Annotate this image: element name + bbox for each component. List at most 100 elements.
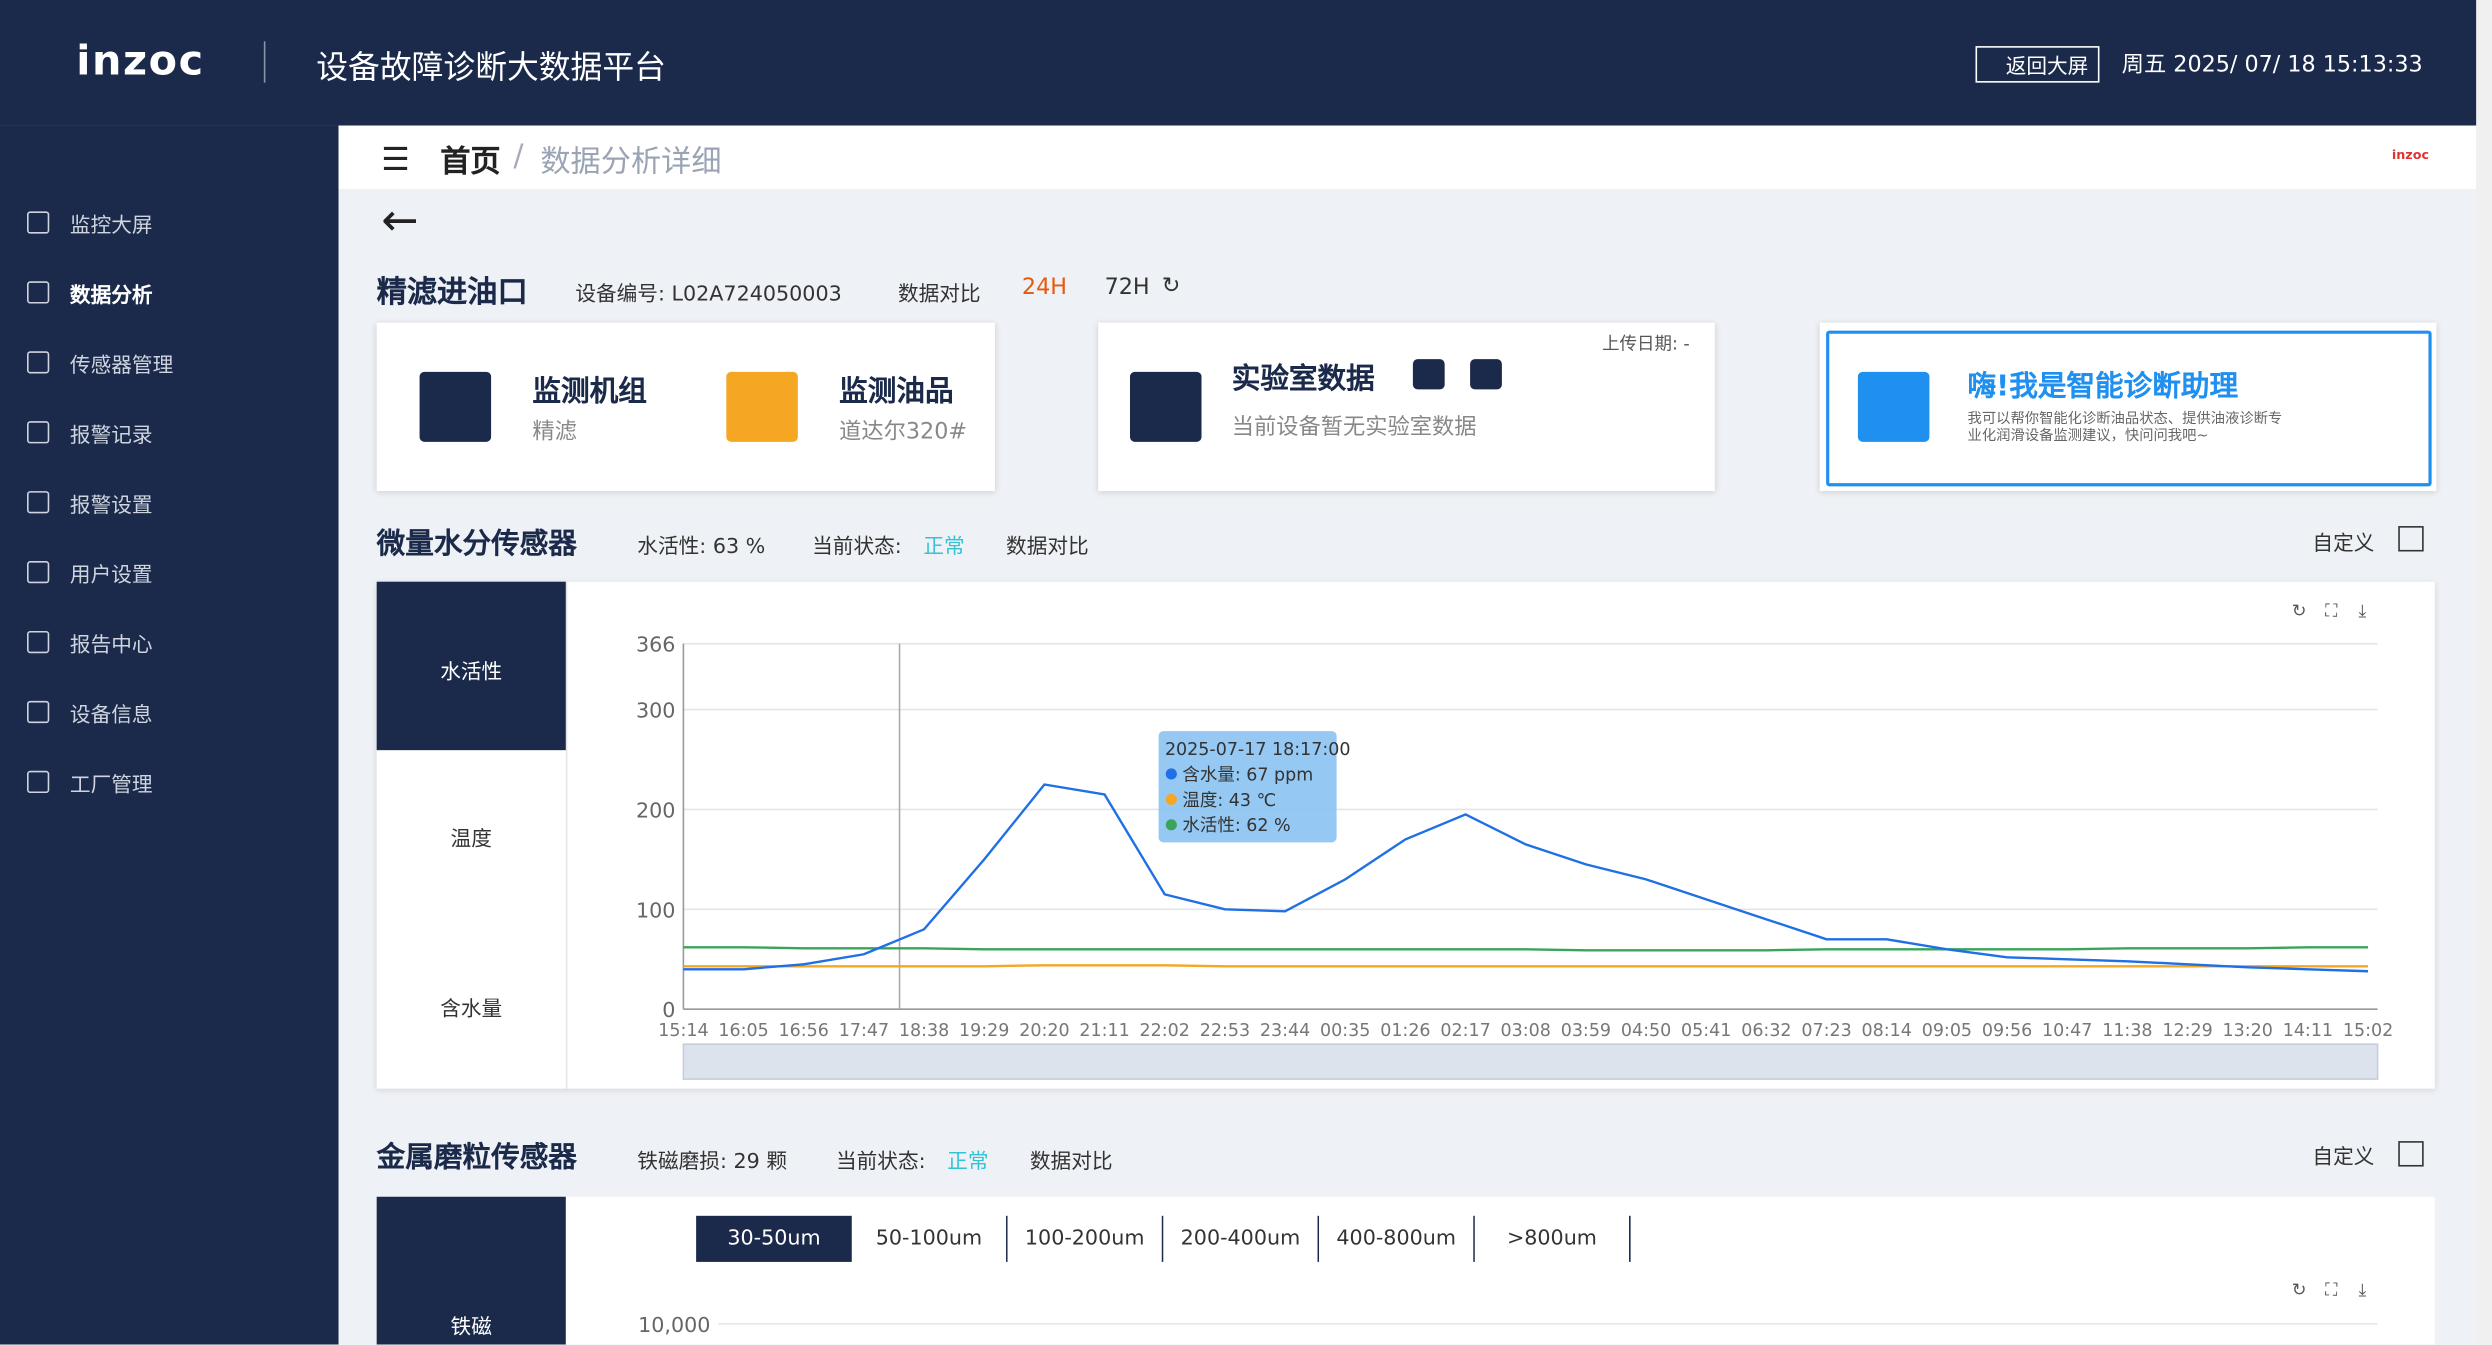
menu-item[interactable]: 传感器管理 bbox=[69, 354, 174, 379]
menu-item[interactable]: 用户设置 bbox=[69, 564, 153, 589]
toolbox-icon: ⛶ bbox=[2325, 1280, 2337, 1300]
tooltip bbox=[1158, 731, 1337, 843]
y-tick-label: 200 bbox=[636, 798, 675, 822]
x-tick-label: 21:11 bbox=[1079, 1021, 1129, 1041]
assistant-text: 我可以帮你智能化诊断油品状态、提供油液诊断专业化润滑设备监测建议，快问问我吧~ bbox=[1967, 411, 2283, 446]
water-chart: 0 100 200 300 366 15:14 16:05 16:56 17:47 18:38 19… bbox=[636, 602, 2393, 1080]
series-line bbox=[683, 946, 2369, 952]
breadcrumb-current: 数据分析详细 bbox=[540, 144, 722, 180]
back-button[interactable]: 返回大屏 bbox=[1975, 46, 2100, 83]
x-tick-label: 18:38 bbox=[899, 1021, 949, 1041]
compare-link[interactable]: 数据对比 bbox=[897, 282, 981, 307]
x-tick-label: 09:05 bbox=[1922, 1021, 1972, 1041]
back-arrow[interactable]: ← bbox=[381, 193, 419, 247]
tab[interactable]: 温度 bbox=[450, 828, 492, 852]
menu-item[interactable]: 监控大屏 bbox=[69, 214, 153, 239]
tooltip-line: 含水量: 67 ppm bbox=[1182, 765, 1313, 785]
oil-title: 监测油品 bbox=[839, 375, 954, 409]
datetime: 周五 2025/ 07/ 18 15:13:33 bbox=[2121, 52, 2423, 78]
x-tick-label: 19:29 bbox=[959, 1021, 1009, 1041]
download-icon[interactable] bbox=[2398, 526, 2424, 552]
app-title: 设备故障诊断大数据平台 bbox=[316, 47, 666, 86]
unit-title: 监测机组 bbox=[532, 375, 647, 409]
range-72h[interactable]: 72H bbox=[1104, 274, 1150, 301]
x-tick-label: 22:02 bbox=[1140, 1021, 1190, 1041]
menu-icon bbox=[27, 561, 50, 584]
range-24h[interactable]: 24H bbox=[1021, 274, 1067, 301]
water-status: 正常 bbox=[923, 535, 965, 560]
x-tick-label: 15:14 bbox=[658, 1021, 708, 1041]
x-tick-label: 09:56 bbox=[1982, 1021, 2032, 1041]
size-tab[interactable]: >800um bbox=[1474, 1215, 1631, 1262]
menu-toggle[interactable]: ☰ bbox=[381, 139, 410, 179]
x-tick-label: 20:20 bbox=[1019, 1021, 1069, 1041]
menu-item[interactable]: 工厂管理 bbox=[69, 773, 153, 798]
x-tick-label: 00:35 bbox=[1320, 1021, 1370, 1041]
wear-title: 金属磨粒传感器 bbox=[376, 1141, 577, 1175]
size-tab[interactable]: 50-100um bbox=[851, 1215, 1008, 1262]
unit-icon bbox=[419, 371, 492, 442]
x-tick-label: 13:20 bbox=[2223, 1021, 2273, 1041]
menu-icon bbox=[27, 770, 50, 794]
divider bbox=[263, 41, 266, 83]
assistant-icon bbox=[1857, 371, 1930, 442]
tab[interactable]: 水活性 bbox=[440, 661, 503, 685]
oil-value: 道达尔320# bbox=[839, 419, 968, 446]
assistant-border bbox=[1826, 330, 2432, 487]
y-tick-label: 366 bbox=[636, 633, 675, 657]
x-tick-label: 04:50 bbox=[1621, 1021, 1671, 1041]
y-tick-label: 100 bbox=[636, 898, 675, 922]
size-tab[interactable]: 400-800um bbox=[1319, 1215, 1475, 1262]
series-line bbox=[683, 964, 2369, 968]
tab[interactable]: 含水量 bbox=[440, 998, 503, 1022]
tooltip-line: 水活性: 62 % bbox=[1182, 816, 1290, 836]
device-name: 精滤进油口 bbox=[376, 274, 528, 310]
history-button[interactable] bbox=[1470, 359, 1502, 390]
unit-value: 精滤 bbox=[532, 419, 577, 446]
tab-active-bg bbox=[376, 1196, 566, 1345]
size-tab[interactable]: 100-200um bbox=[1007, 1215, 1164, 1262]
x-tick-label: 07:23 bbox=[1801, 1021, 1851, 1041]
x-tick-label: 03:59 bbox=[1561, 1021, 1611, 1041]
menu-item[interactable]: 报警设置 bbox=[69, 494, 153, 519]
refresh-icon[interactable]: ↻ bbox=[1161, 273, 1181, 299]
breadcrumb-home[interactable]: 首页 bbox=[440, 144, 501, 180]
menu-icon bbox=[27, 351, 50, 374]
breadcrumb-bar bbox=[338, 125, 2477, 190]
tooltip-dot bbox=[1165, 793, 1177, 805]
size-tab[interactable]: 200-400um bbox=[1163, 1215, 1320, 1262]
wear-status-label: 当前状态: bbox=[835, 1150, 926, 1175]
menu-item[interactable]: 报告中心 bbox=[69, 634, 153, 658]
toolbox-icon: ⛶ bbox=[2325, 602, 2337, 622]
x-tick-label: 01:26 bbox=[1380, 1021, 1430, 1041]
water-activity: 水活性: 63 % bbox=[637, 535, 766, 560]
menu-item[interactable]: 数据分析 bbox=[69, 284, 153, 309]
toolbox-icon: ↻ bbox=[2292, 1280, 2307, 1300]
water-status-label: 当前状态: bbox=[812, 535, 902, 560]
water-compare[interactable]: 数据对比 bbox=[1006, 535, 1089, 560]
wear-custom[interactable]: 自定义 bbox=[2312, 1145, 2375, 1170]
x-tick-label: 06:32 bbox=[1741, 1021, 1791, 1041]
y-tick-label: 300 bbox=[636, 699, 675, 723]
menu-icon bbox=[27, 491, 50, 514]
wear-compare[interactable]: 数据对比 bbox=[1029, 1150, 1113, 1175]
menu-item[interactable]: 设备信息 bbox=[69, 704, 153, 728]
series-line bbox=[683, 783, 2369, 973]
size-tab[interactable]: 30-50um bbox=[696, 1215, 852, 1262]
water-custom[interactable]: 自定义 bbox=[2312, 532, 2375, 557]
x-tick-label: 11:38 bbox=[2102, 1021, 2152, 1041]
menu-item[interactable]: 报警记录 bbox=[69, 424, 153, 449]
menu-icon bbox=[27, 630, 50, 654]
upload-button[interactable] bbox=[1412, 359, 1445, 390]
tab-active-bg bbox=[376, 581, 566, 751]
toolbox-icon: ⤓ bbox=[2359, 1280, 2367, 1300]
breadcrumb-sep: / bbox=[513, 138, 524, 174]
device-id: 设备编号: L02A724050003 bbox=[575, 282, 842, 307]
toolbox-icon: ↻ bbox=[2292, 602, 2307, 622]
x-tick-label: 14:11 bbox=[2283, 1021, 2333, 1041]
download-icon[interactable] bbox=[2398, 1141, 2424, 1167]
x-tick-label: 17:47 bbox=[839, 1021, 889, 1041]
tab[interactable]: 铁磁 bbox=[450, 1315, 492, 1340]
